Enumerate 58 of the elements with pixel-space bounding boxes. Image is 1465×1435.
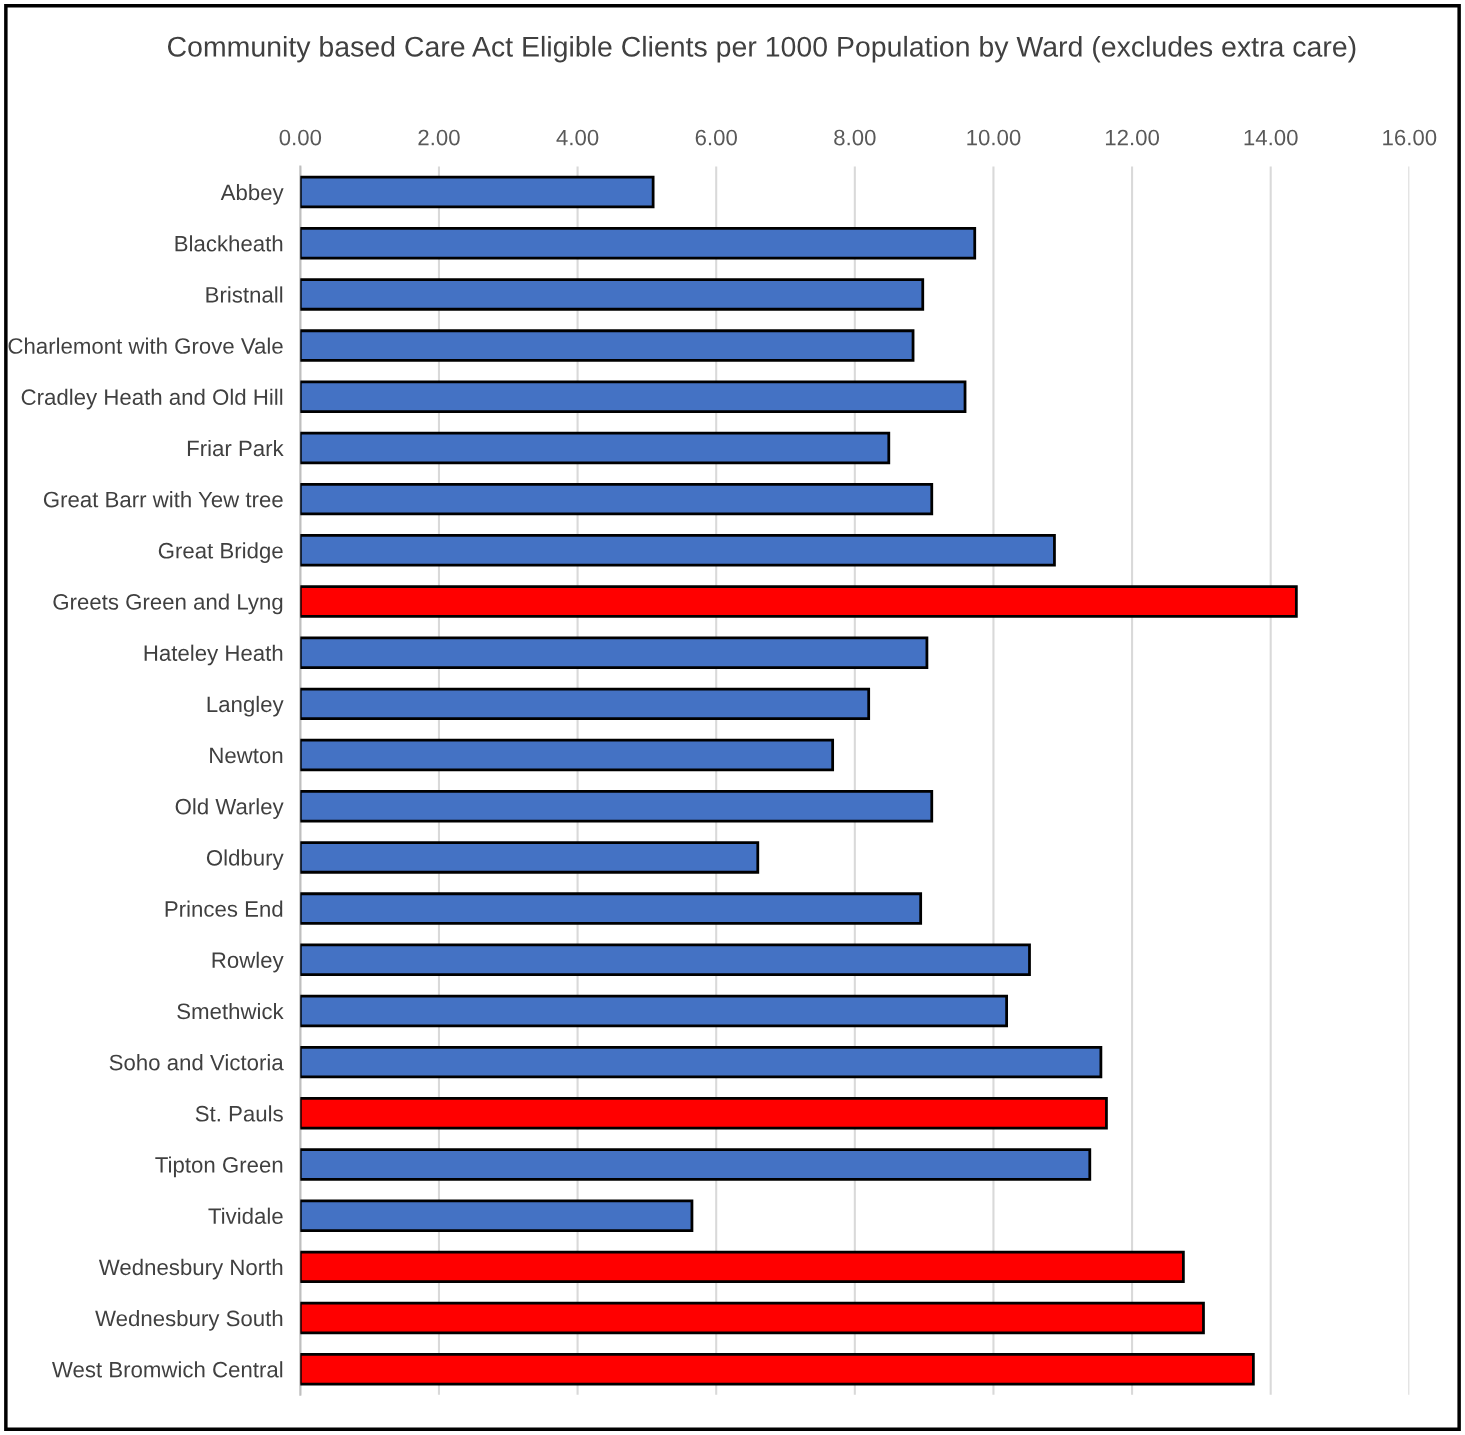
bar (300, 1301, 1205, 1335)
bar (300, 1353, 1255, 1386)
y-tick-label: Cradley Heath and Old Hill (21, 388, 283, 410)
y-tick-label: Newton (210, 747, 283, 764)
x-tick-label: 16.00 (1383, 129, 1437, 146)
y-tick-label: Friar Park (187, 439, 284, 457)
y-tick-label: Soho and Victoria (109, 1054, 284, 1071)
y-tick-label: Great Barr with Yew tree (43, 491, 283, 508)
x-tick-label: 10.00 (967, 129, 1021, 146)
x-tick-label: 14.00 (1244, 129, 1298, 146)
y-tick-label: Abbey (220, 184, 284, 205)
y-tick-label: Hateley Heath (144, 644, 283, 666)
bar (300, 892, 923, 925)
y-tick-label: Princes End (165, 900, 283, 917)
y-tick-label: Tividale (208, 1207, 283, 1224)
x-tick-label: 2.00 (418, 129, 460, 146)
bar (300, 227, 977, 260)
y-tick-label: Wednesbury North (98, 1258, 283, 1280)
bar (300, 636, 929, 669)
bar (300, 278, 925, 311)
y-tick-label: Langley (207, 695, 284, 717)
x-tick-label: 6.00 (695, 129, 737, 146)
bar (300, 1199, 694, 1232)
y-tick-label: Bristnall (206, 286, 283, 303)
bar (300, 687, 871, 721)
bar (300, 738, 835, 772)
y-tick-label: Tipton Green (155, 1156, 283, 1178)
y-tick-label: Great Bridge (158, 542, 283, 563)
y-tick-label: West Bromwich Central (52, 1361, 283, 1378)
y-tick-label: Greets Green and Lyng (53, 593, 283, 615)
x-tick-label: 0.00 (279, 129, 322, 146)
y-tick-label: Blackheath (175, 235, 283, 252)
y-tick-label: Rowley (212, 951, 284, 973)
y-tick-label: Old Warley (175, 798, 284, 819)
x-tick-label: 4.00 (556, 129, 599, 146)
bar (300, 380, 967, 414)
bar (300, 1097, 1108, 1130)
chart-title: Community based Care Act Eligible Clients per 1000 Population by Ward (excludes extra care) (167, 35, 1356, 63)
bar (300, 431, 891, 465)
bar (300, 1148, 1092, 1181)
bar (300, 175, 655, 209)
x-tick-label: 8.00 (834, 129, 876, 146)
bar (300, 841, 760, 874)
bar (300, 1045, 1103, 1079)
bar (300, 994, 1009, 1028)
y-tick-label: Oldbury (206, 849, 284, 871)
bar (300, 329, 915, 362)
y-tick-label: Charlemont with Grove Vale (8, 337, 283, 354)
bar (300, 482, 934, 516)
x-tick-label: 12.00 (1105, 129, 1160, 146)
bar (300, 585, 1298, 618)
bar (300, 1250, 1185, 1284)
bar (300, 534, 1056, 567)
bar (300, 943, 1031, 977)
y-tick-label: Smethwick (177, 1002, 284, 1020)
bar (300, 790, 934, 823)
y-tick-label: St. Pauls (195, 1105, 283, 1122)
y-tick-label: Wednesbury South (95, 1310, 283, 1331)
